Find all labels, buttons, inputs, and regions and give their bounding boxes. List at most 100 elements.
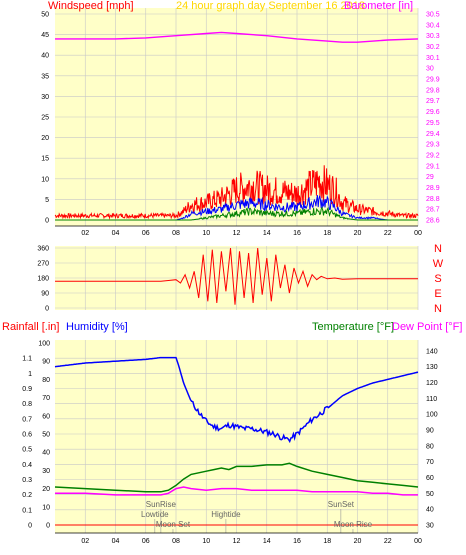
humidity-tick-label: 90 bbox=[42, 359, 50, 366]
gust-line bbox=[54, 165, 419, 220]
barometer-tick-label: 29.3 bbox=[426, 142, 440, 149]
temperature-tick-label: 60 bbox=[426, 475, 434, 482]
barometer-line bbox=[55, 31, 419, 43]
humidity-tick-label: 20 bbox=[42, 486, 50, 493]
hour-tick-label: 02 bbox=[81, 538, 89, 545]
humidity-tick-label: 80 bbox=[42, 377, 50, 384]
series-layer bbox=[54, 31, 419, 221]
barometer-tick-label: 30 bbox=[426, 66, 434, 73]
rainfall-tick-label: 0.1 bbox=[22, 507, 32, 514]
wind-barometer-panel: 0 5 10 15 20 25 30 35 40 45 50 28.6 28.7 28.8 28.9 29 29… bbox=[41, 0, 440, 237]
windspeed-tick-label: 10 bbox=[41, 176, 49, 183]
barometer-tick-label: 28.8 bbox=[426, 196, 440, 203]
barometer-tick-label: 29.5 bbox=[426, 120, 440, 127]
temperature-tick-label: 110 bbox=[426, 396, 437, 403]
series-layer bbox=[54, 356, 419, 526]
hour-tick-label: 20 bbox=[354, 230, 362, 237]
barometer-tick-label: 30.2 bbox=[426, 44, 440, 51]
hour-tick-label: 06 bbox=[142, 230, 150, 237]
rainfall-tick-label: 0.4 bbox=[22, 462, 32, 469]
rainfall-tick-label: 0.9 bbox=[22, 386, 32, 393]
rainfall-tick-label: 0 bbox=[28, 523, 32, 530]
annotation-label: Hightide bbox=[211, 510, 241, 519]
windspeed-tick-label: 45 bbox=[41, 32, 49, 39]
temperature-tick-label: 50 bbox=[426, 491, 434, 498]
hour-tick-label: 00 bbox=[414, 230, 422, 237]
barometer-tick-label: 29 bbox=[426, 174, 434, 181]
humidity-axis-title: Humidity [%] bbox=[66, 321, 128, 333]
hour-tick-label: 16 bbox=[293, 538, 301, 545]
windspeed-tick-label: 50 bbox=[41, 12, 49, 19]
humidity-tick-label: 70 bbox=[42, 395, 50, 402]
windspeed-tick-label: 5 bbox=[45, 197, 49, 204]
rainfall-tick-label: 0.2 bbox=[22, 492, 32, 499]
annotation-label: SunRise bbox=[146, 500, 177, 509]
temperature-tick-label: 140 bbox=[426, 348, 438, 355]
grid bbox=[55, 340, 419, 533]
temperature-tick-label: 80 bbox=[426, 443, 434, 450]
compass-label: N bbox=[434, 303, 442, 315]
hour-tick-label: 18 bbox=[323, 230, 331, 237]
hour-tick-label: 02 bbox=[81, 230, 89, 237]
windspeed-axis-title: Windspeed [mph] bbox=[48, 0, 134, 12]
dewpoint-axis-title: Dew Point [°F] bbox=[392, 321, 462, 333]
barometer-tick-label: 30.4 bbox=[426, 22, 440, 29]
hour-tick-label: 08 bbox=[172, 230, 180, 237]
rainfall-tick-label: 1 bbox=[28, 371, 32, 378]
axes: 0 90 180 270 360 bbox=[37, 246, 49, 313]
temperature-tick-label: 30 bbox=[426, 523, 434, 530]
direction-tick-label: 0 bbox=[45, 306, 49, 313]
rainfall-tick-label: 1.1 bbox=[22, 356, 32, 363]
compass-label: W bbox=[433, 258, 444, 270]
barometer-axis-title: Barometer [in] bbox=[344, 0, 413, 12]
hour-tick-label: 20 bbox=[354, 538, 362, 545]
temperature-tick-label: 40 bbox=[426, 507, 434, 514]
grid bbox=[55, 246, 419, 310]
temperature-tick-label: 100 bbox=[426, 412, 438, 419]
hour-tick-label: 16 bbox=[293, 230, 301, 237]
windspeed-tick-label: 35 bbox=[41, 73, 49, 80]
rainfall-tick-label: 0.7 bbox=[22, 416, 32, 423]
hour-tick-label: 14 bbox=[263, 230, 271, 237]
rainfall-tick-label: 0.3 bbox=[22, 477, 32, 484]
humidity-tick-label: 10 bbox=[42, 504, 50, 511]
humidity-tick-label: 0 bbox=[46, 523, 50, 530]
barometer-tick-label: 28.6 bbox=[426, 218, 440, 225]
rainfall-tick-label: 0.8 bbox=[22, 401, 32, 408]
direction-tick-label: 180 bbox=[37, 276, 49, 283]
rainfall-tick-label: 0.5 bbox=[22, 447, 32, 454]
windspeed-tick-label: 20 bbox=[41, 135, 49, 142]
temperature-line bbox=[54, 462, 419, 493]
barometer-tick-label: 29.7 bbox=[426, 98, 440, 105]
windspeed-tick-label: 40 bbox=[41, 53, 49, 60]
barometer-tick-label: 29.6 bbox=[426, 109, 440, 116]
hour-tick-label: 10 bbox=[202, 538, 210, 545]
direction-tick-label: 360 bbox=[37, 246, 49, 253]
hour-tick-label: 12 bbox=[233, 538, 241, 545]
barometer-tick-label: 29.1 bbox=[426, 163, 440, 170]
compass-label: E bbox=[434, 288, 441, 300]
temperature-tick-label: 90 bbox=[426, 428, 434, 435]
hour-tick-label: 10 bbox=[202, 230, 210, 237]
hour-tick-label: 12 bbox=[233, 230, 241, 237]
hour-tick-label: 22 bbox=[384, 538, 392, 545]
barometer-tick-label: 29.8 bbox=[426, 87, 440, 94]
annotation-label: Moon Rise bbox=[334, 520, 373, 529]
rainfall-tick-label: 0.6 bbox=[22, 432, 32, 439]
hour-tick-label: 06 bbox=[142, 538, 150, 545]
direction-line bbox=[55, 247, 418, 305]
humidity-line bbox=[54, 356, 419, 444]
windspeed-tick-label: 25 bbox=[41, 115, 49, 122]
hour-tick-label: 08 bbox=[172, 538, 180, 545]
rainfall-axis-title: Rainfall [.in] bbox=[2, 321, 59, 333]
temperature-tick-label: 70 bbox=[426, 459, 434, 466]
axes: 0 5 10 15 20 25 30 35 40 45 50 28.6 28.7 28.8 28.9 29 29… bbox=[41, 12, 440, 238]
series-layer bbox=[55, 247, 418, 305]
hour-tick-label: 22 bbox=[384, 230, 392, 237]
hour-tick-label: 04 bbox=[112, 538, 120, 545]
direction-tick-label: 90 bbox=[41, 291, 49, 298]
